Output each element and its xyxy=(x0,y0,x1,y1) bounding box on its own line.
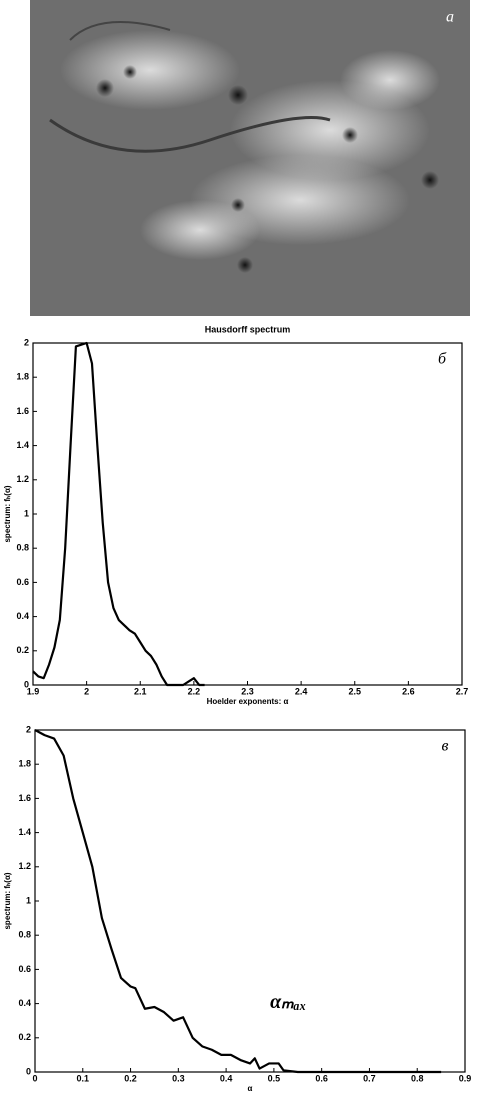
annotation: αₘₐₓ xyxy=(270,991,306,1013)
y-tick-label: 0.6 xyxy=(18,964,31,974)
y-tick-label: 1.4 xyxy=(18,827,31,837)
x-tick-label: 0.7 xyxy=(363,1073,376,1083)
y-tick-label: 1.2 xyxy=(16,474,29,484)
x-tick-label: 2.3 xyxy=(241,686,254,696)
x-tick-label: 0 xyxy=(32,1073,37,1083)
x-tick-label: 0.3 xyxy=(172,1073,185,1083)
y-tick-label: 0.8 xyxy=(16,543,29,553)
data-line xyxy=(34,729,442,1074)
chart-title: Hausdorff spectrum xyxy=(205,324,291,334)
y-tick-label: 0.4 xyxy=(18,998,31,1008)
x-tick-label: 0.5 xyxy=(268,1073,281,1083)
x-tick-label: 0.4 xyxy=(220,1073,233,1083)
plot-frame xyxy=(32,342,463,686)
y-tick-label: 1.8 xyxy=(16,372,29,382)
y-tick-label: 0.6 xyxy=(16,577,29,587)
x-tick-label: 2.1 xyxy=(134,686,147,696)
y-tick-label: 1 xyxy=(24,508,29,518)
x-tick-label: 0.9 xyxy=(459,1073,472,1083)
x-tick-label: 2.7 xyxy=(456,686,469,696)
x-tick-label: 2.2 xyxy=(188,686,201,696)
x-axis-label: Hoelder exponents: α xyxy=(207,697,289,706)
x-tick-label: 2 xyxy=(84,686,89,696)
y-tick-label: 0.8 xyxy=(18,930,31,940)
data-line xyxy=(32,341,205,687)
y-tick-label: 0.2 xyxy=(16,645,29,655)
y-tick-label: 1.4 xyxy=(16,440,29,450)
x-tick-label: 0.2 xyxy=(124,1073,137,1083)
y-tick-label: 1.6 xyxy=(18,793,31,803)
y-tick-label: 2 xyxy=(24,337,29,347)
y-tick-label: 0.2 xyxy=(18,1032,31,1042)
x-tick-label: 0.6 xyxy=(315,1073,328,1083)
y-tick-label: 1.8 xyxy=(18,759,31,769)
x-tick-label: 2.6 xyxy=(402,686,415,696)
solar-image: а xyxy=(30,0,470,316)
x-tick-label: 2.5 xyxy=(348,686,361,696)
y-axis-label: spectrum: fₕ(α) xyxy=(3,872,12,929)
x-tick-label: 1.9 xyxy=(27,686,40,696)
x-tick-label: 0.8 xyxy=(411,1073,424,1083)
y-tick-label: 1 xyxy=(26,895,31,905)
y-tick-label: 0 xyxy=(24,679,29,689)
x-tick-label: 0.1 xyxy=(77,1073,90,1083)
panel-label: в xyxy=(442,738,449,755)
y-tick-label: 1.6 xyxy=(16,406,29,416)
y-tick-label: 1.2 xyxy=(18,861,31,871)
y-tick-label: 0.4 xyxy=(16,611,29,621)
x-tick-label: 2.4 xyxy=(295,686,308,696)
y-tick-label: 2 xyxy=(26,724,31,734)
panel-label: б xyxy=(438,351,447,368)
x-axis-label: α xyxy=(248,1084,253,1093)
y-tick-label: 0 xyxy=(26,1066,31,1076)
y-axis-label: spectrum: fₕ(α) xyxy=(3,485,12,542)
panel-label: а xyxy=(446,9,454,26)
